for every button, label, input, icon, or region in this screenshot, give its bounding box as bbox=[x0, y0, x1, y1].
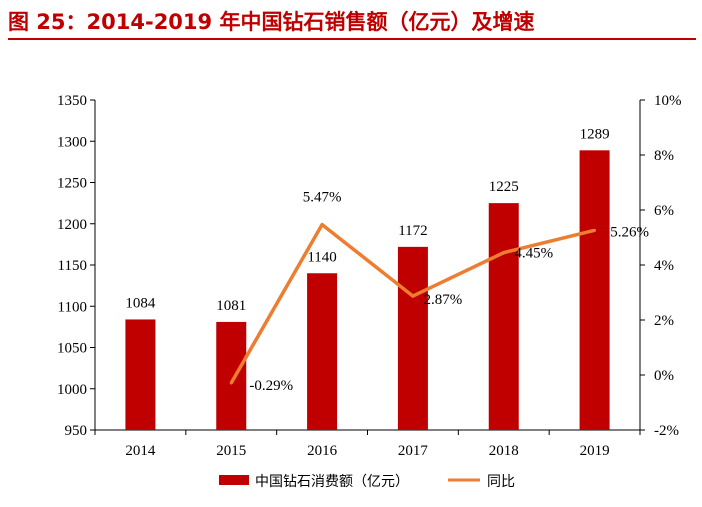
bar-value-label: 1140 bbox=[307, 249, 336, 265]
title-divider bbox=[8, 38, 696, 40]
y-tick-label-right: 10% bbox=[654, 93, 682, 109]
line-value-label: 2.87% bbox=[424, 292, 463, 308]
y-tick-label-left: 1300 bbox=[57, 134, 87, 150]
y-tick-label-right: 2% bbox=[654, 313, 674, 329]
line-point bbox=[593, 228, 597, 232]
bar bbox=[579, 150, 610, 430]
legend: 中国钻石消费额（亿元） 同比 bbox=[219, 474, 515, 490]
legend-label-line: 同比 bbox=[487, 474, 515, 490]
bar bbox=[397, 246, 428, 430]
y-tick-label-left: 1250 bbox=[57, 176, 87, 192]
y-tick-label-right: 4% bbox=[654, 258, 674, 274]
axes: 950 1000 1050 1100 1150 1200 1250 1300 1350 -2% 0%… bbox=[57, 93, 682, 459]
bar bbox=[125, 319, 156, 430]
bar-value-label: 1225 bbox=[489, 179, 519, 195]
bar-value-label: 1081 bbox=[216, 298, 246, 314]
y-tick-label-right: -2% bbox=[654, 423, 679, 439]
line-value-label: 4.45% bbox=[514, 246, 553, 262]
y-tick-label-left: 1050 bbox=[57, 341, 87, 357]
x-tick-label: 2018 bbox=[489, 443, 519, 459]
legend-label-bar: 中国钻石消费额（亿元） bbox=[255, 474, 409, 490]
line-value-label: 5.47% bbox=[303, 190, 342, 206]
y-tick-label-right: 8% bbox=[654, 148, 674, 164]
legend-swatch-bar bbox=[219, 475, 249, 485]
line-point bbox=[229, 381, 233, 385]
page-title: 图 25：2014-2019 年中国钻石销售额（亿元）及增速 bbox=[8, 10, 535, 34]
x-tick-label: 2017 bbox=[398, 443, 429, 459]
bar-value-label: 1172 bbox=[398, 223, 427, 239]
line-value-label: 5.26% bbox=[610, 224, 649, 240]
x-tick-label: 2019 bbox=[580, 443, 610, 459]
x-tick-label: 2015 bbox=[216, 443, 246, 459]
bar bbox=[488, 203, 519, 430]
bar bbox=[307, 273, 338, 430]
line-point bbox=[411, 294, 415, 298]
line-point bbox=[502, 251, 506, 255]
y-tick-label-left: 1100 bbox=[58, 299, 87, 315]
x-tick-label: 2014 bbox=[125, 443, 156, 459]
y-tick-label-right: 6% bbox=[654, 203, 674, 219]
y-tick-label-left: 950 bbox=[65, 423, 88, 439]
bar bbox=[216, 321, 247, 430]
line-value-label: -0.29% bbox=[249, 378, 293, 394]
line-point bbox=[320, 223, 324, 227]
bar-value-label: 1289 bbox=[580, 126, 610, 142]
y-tick-label-left: 1150 bbox=[58, 258, 87, 274]
y-tick-label-left: 1000 bbox=[57, 382, 87, 398]
x-tick-label: 2016 bbox=[307, 443, 338, 459]
y-tick-label-right: 0% bbox=[654, 368, 674, 384]
bar-value-label: 1084 bbox=[125, 295, 156, 311]
y-tick-label-left: 1200 bbox=[57, 217, 87, 233]
line-series bbox=[229, 222, 597, 385]
y-tick-label-left: 1350 bbox=[57, 93, 87, 109]
bar-series bbox=[125, 150, 610, 430]
data-labels: 1084 1081 1140 1172 1225 1289 -0.29% 5.47% 2.87%… bbox=[125, 126, 649, 394]
